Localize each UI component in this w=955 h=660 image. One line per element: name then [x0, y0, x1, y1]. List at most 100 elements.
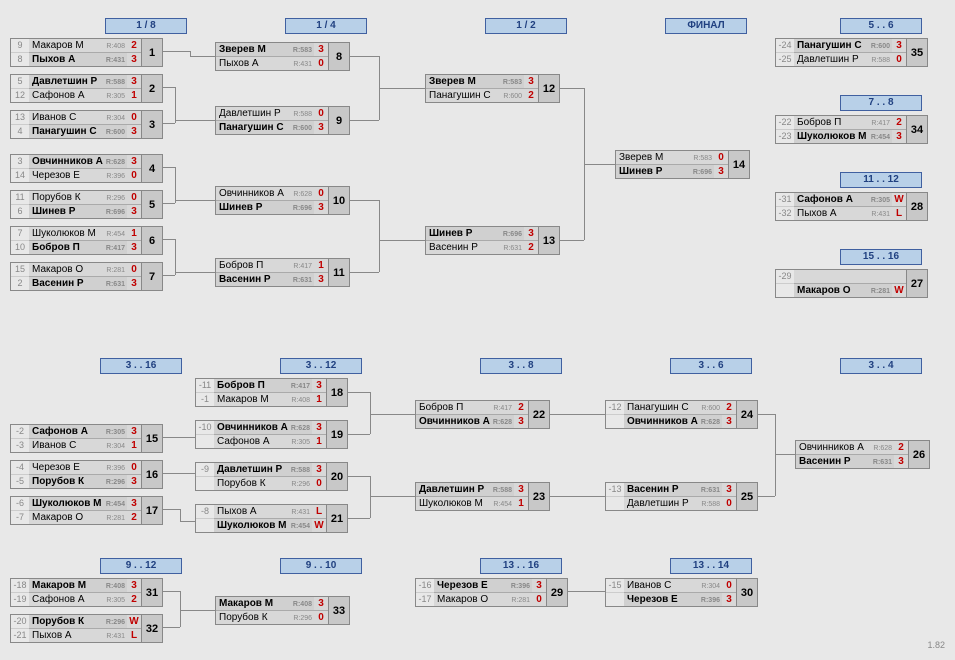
- match-17: -6-7Шуколюков МR:454Макаров ОR:2813217: [10, 496, 163, 525]
- player-rating: R:431: [293, 59, 314, 70]
- player-row: Макаров ОR:281: [434, 593, 532, 606]
- connector: [379, 200, 380, 272]
- round-label: 9 . . 10: [280, 558, 362, 574]
- match-12: Зверев МR:583Панагушин СR:6003212: [425, 74, 560, 103]
- round-label: 3 . . 6: [670, 358, 752, 374]
- player-name: Давлетшин Р: [416, 483, 493, 496]
- player-name: [794, 270, 890, 283]
- match-number: 14: [728, 151, 749, 178]
- score: 0: [312, 477, 326, 490]
- score: 3: [127, 155, 141, 169]
- match-number: 31: [141, 579, 162, 606]
- connector: [160, 509, 180, 510]
- player-rating: R:628: [106, 157, 127, 168]
- connector: [349, 272, 379, 273]
- player-name: Пыхов А: [794, 207, 871, 220]
- player-rating: R:281: [511, 595, 532, 606]
- player-rating: R:431: [291, 507, 312, 518]
- player-name: Овчинников А: [624, 415, 701, 428]
- player-name: Шуколюков М: [29, 227, 106, 240]
- player-name: Шинев Р: [616, 165, 693, 178]
- score: 0: [714, 151, 728, 165]
- seed: [606, 497, 624, 510]
- player-row: Бобров ПR:417: [794, 116, 892, 130]
- match-number: 30: [736, 579, 757, 606]
- score: 3: [894, 455, 908, 468]
- match-3: 134Иванов СR:304Панагушин СR:600033: [10, 110, 163, 139]
- connector: [345, 476, 370, 477]
- round-label: ФИНАЛ: [665, 18, 747, 34]
- player-rating: R:396: [106, 463, 127, 474]
- match-number: 12: [538, 75, 559, 102]
- match-24: -12Панагушин СR:600Овчинников АR:6282324: [605, 400, 758, 429]
- match-11: Бобров ПR:417Васенин РR:6311311: [215, 258, 350, 287]
- score: 3: [514, 483, 528, 497]
- player-rating: R:454: [291, 521, 312, 532]
- player-row: Черезов ЕR:396: [434, 579, 532, 593]
- player-row: Шинев РR:696: [616, 165, 714, 178]
- score: 3: [127, 579, 141, 593]
- player-row: Панагушин СR:600: [216, 121, 314, 134]
- player-row: Шуколюков МR:454: [794, 130, 892, 143]
- match-31: -18-19Макаров МR:408Сафонов АR:3053231: [10, 578, 163, 607]
- score: 2: [894, 441, 908, 455]
- player-rating: R:305: [106, 91, 127, 102]
- player-rating: R:417: [106, 243, 127, 254]
- match-29: -16-17Черезов ЕR:396Макаров ОR:2813029: [415, 578, 568, 607]
- player-name: Пыхов А: [216, 57, 293, 70]
- match-number: 25: [736, 483, 757, 510]
- player-name: Сафонов А: [214, 435, 291, 448]
- player-row: Порубов КR:296: [29, 475, 127, 488]
- connector: [584, 164, 615, 165]
- player-name: Пыхов А: [29, 629, 106, 642]
- player-rating: R:600: [293, 123, 314, 134]
- player-name: Зверев М: [616, 151, 693, 164]
- score: 2: [524, 89, 538, 102]
- player-row: Зверев МR:583: [616, 151, 714, 165]
- player-name: Овчинников А: [216, 187, 293, 200]
- player-name: Овчинников А: [416, 415, 493, 428]
- connector: [175, 120, 215, 121]
- round-label: 13 . . 16: [480, 558, 562, 574]
- player-name: Порубов К: [29, 475, 106, 488]
- match-number: 1: [141, 39, 162, 66]
- score: 3: [532, 579, 546, 593]
- match-number: 13: [538, 227, 559, 254]
- player-name: Макаров О: [29, 511, 106, 524]
- player-name: Васенин Р: [624, 483, 701, 496]
- player-name: Шинев Р: [426, 227, 503, 240]
- player-row: Васенин РR:631: [216, 273, 314, 286]
- player-row: Иванов СR:304: [29, 439, 127, 452]
- player-name: Давлетшин Р: [624, 497, 701, 510]
- match-2: 512Давлетшин РR:588Сафонов АR:305312: [10, 74, 163, 103]
- player-row: Овчинников АR:628: [624, 415, 722, 428]
- player-rating: R:628: [291, 423, 312, 434]
- player-row: Панагушин СR:600: [794, 39, 892, 53]
- match-number: 11: [328, 259, 349, 286]
- player-rating: R:408: [106, 41, 127, 52]
- player-name: Черезов Е: [29, 169, 106, 182]
- player-name: Давлетшин Р: [214, 463, 291, 476]
- score: 2: [524, 241, 538, 254]
- player-row: Макаров МR:408: [214, 393, 312, 406]
- player-rating: R:696: [293, 203, 314, 214]
- player-rating: R:304: [106, 113, 127, 124]
- connector: [559, 240, 584, 241]
- seed: -15: [606, 579, 624, 593]
- seed: 13: [11, 111, 29, 125]
- connector: [175, 200, 215, 201]
- player-rating: R:296: [106, 617, 127, 628]
- score: 3: [314, 597, 328, 611]
- player-name: Панагушин С: [216, 121, 293, 134]
- player-name: Овчинников А: [214, 421, 291, 434]
- score: 2: [722, 401, 736, 415]
- score: 1: [514, 497, 528, 510]
- player-row: Давлетшин РR:588: [624, 497, 722, 510]
- player-rating: R:631: [503, 243, 524, 254]
- connector: [160, 51, 190, 52]
- seed: -24: [776, 39, 794, 53]
- seed: -2: [11, 425, 29, 439]
- connector: [160, 437, 195, 438]
- player-name: Шуколюков М: [214, 519, 291, 532]
- score: 3: [314, 43, 328, 57]
